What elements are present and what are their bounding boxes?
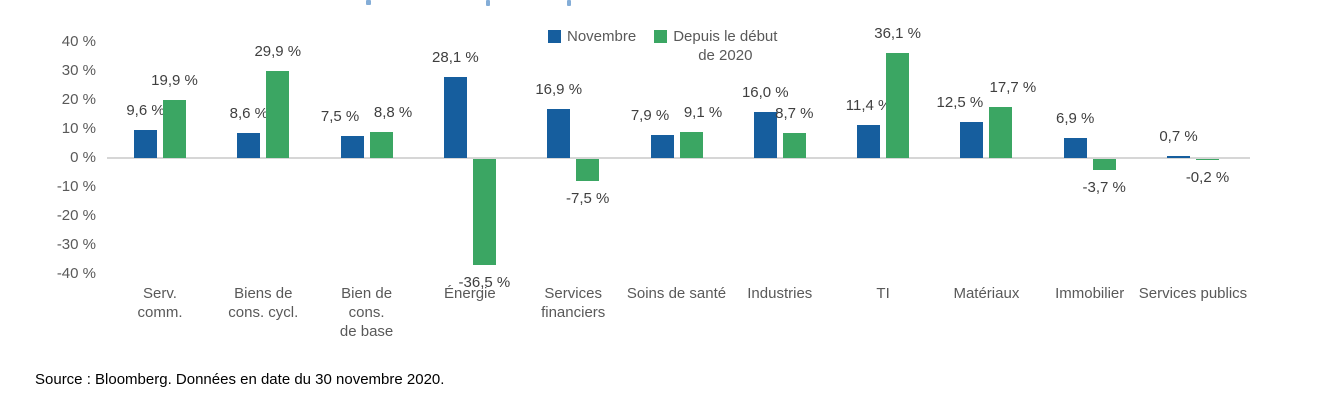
category-label-line: Bien de <box>341 285 393 302</box>
category-label-line: Industries <box>747 285 813 302</box>
category-label: Bien de cons. de base <box>305 284 429 341</box>
bar <box>576 159 600 181</box>
legend-label-line: de 2020 <box>698 47 753 64</box>
bar <box>237 133 261 158</box>
category-label: Énergie <box>408 284 532 303</box>
bar <box>134 130 157 158</box>
bar-value-label: 19,9 % <box>151 72 198 89</box>
bar <box>266 71 290 158</box>
bar <box>989 107 1013 158</box>
category-label: Services publics <box>1131 284 1255 303</box>
clipped-title-fragment <box>366 0 371 5</box>
bar <box>443 77 467 158</box>
bar <box>753 112 777 158</box>
bar-value-label: -3,7 % <box>1082 179 1126 196</box>
category-label-line: Énergie <box>444 285 496 302</box>
bar-value-label: 29,9 % <box>254 43 302 60</box>
y-tick-label: 30 % <box>61 62 96 79</box>
bar-value-label: 7,5 % <box>320 108 360 125</box>
bar-value-label: -0,2 % <box>1185 169 1230 186</box>
category-label-line: Matériaux <box>953 285 1020 302</box>
category-label-line: Immobilier <box>1055 285 1125 302</box>
bar-value-label: -7,5 % <box>566 190 610 207</box>
category-label-line: Services <box>544 285 602 302</box>
bar <box>857 125 881 158</box>
category-label-line: financiers <box>541 304 606 321</box>
category-label: Services financiers <box>511 284 635 322</box>
bar <box>340 136 364 158</box>
bar <box>1196 159 1219 160</box>
category-label: Serv. comm. <box>98 284 222 322</box>
category-label-line: comm. <box>137 304 183 321</box>
category-label-line: cons. cycl. <box>228 304 299 321</box>
bar-value-label: 8,7 % <box>775 105 814 122</box>
bar-value-label: 28,1 % <box>432 49 479 66</box>
category-label-line: Biens de <box>234 285 293 302</box>
chart-legend: Novembre Depuis le début de 2020 <box>548 27 777 65</box>
category-label-line: Services publics <box>1138 285 1248 302</box>
bar <box>782 133 806 158</box>
y-tick-label: 10 % <box>61 120 96 137</box>
bar-value-label: -36,5 % <box>458 274 511 291</box>
bar-value-label: 0,7 % <box>1159 128 1198 145</box>
y-tick-label: 20 % <box>61 91 96 108</box>
clipped-title-fragment <box>567 0 571 6</box>
category-label: Biens de cons. cycl. <box>201 284 325 322</box>
y-tick-label: 40 % <box>61 33 96 50</box>
bar <box>1092 159 1116 170</box>
zero-axis-line <box>107 157 1250 159</box>
bar-value-label: 8,6 % <box>229 105 268 122</box>
legend-label-line: Novembre <box>567 28 637 45</box>
bar-value-label: 7,9 % <box>630 107 670 124</box>
clipped-title-fragment <box>486 0 490 6</box>
bar-value-label: 11,4 % <box>845 97 892 114</box>
legend-item: Depuis le début de 2020 <box>654 27 777 65</box>
y-tick-label: -20 % <box>56 207 96 224</box>
y-tick-label: -10 % <box>56 178 96 195</box>
category-label-line: Serv. <box>143 285 177 302</box>
bar-value-label: 9,1 % <box>683 104 723 121</box>
legend-swatch-icon <box>548 30 561 43</box>
bar <box>547 109 571 158</box>
bar <box>960 122 984 158</box>
y-tick-label: -30 % <box>56 236 96 253</box>
bar-value-label: 16,9 % <box>535 81 583 98</box>
bar-value-label: 12,5 % <box>936 94 984 111</box>
legend-item: Novembre <box>548 27 636 46</box>
bar <box>163 100 186 158</box>
bar <box>369 132 393 158</box>
bar-value-label: 16,0 % <box>741 84 789 101</box>
bar <box>679 132 703 158</box>
source-note: Source : Bloomberg. Données en date du 3… <box>35 371 445 388</box>
bar <box>886 53 910 158</box>
bar <box>472 159 496 265</box>
category-label: Industries <box>718 284 842 303</box>
legend-swatch-icon <box>654 30 668 43</box>
y-tick-label: -40 % <box>56 265 96 282</box>
legend-label-line: Depuis le début <box>673 28 778 45</box>
category-label: Immobilier <box>1028 284 1152 303</box>
category-label-line: TI <box>876 285 890 302</box>
category-label-line: cons. <box>348 304 385 321</box>
legend-label: Novembre <box>567 27 636 46</box>
bar-value-label: 17,7 % <box>989 79 1037 96</box>
bar <box>1167 156 1190 158</box>
bar-value-label: 6,9 % <box>1056 110 1095 127</box>
category-label: Matériaux <box>924 284 1048 303</box>
category-label: Soins de santé <box>615 284 739 303</box>
bar <box>650 135 674 158</box>
legend-label: Depuis le début de 2020 <box>673 27 777 65</box>
bar <box>1063 138 1087 158</box>
bar-value-label: 8,8 % <box>373 104 413 121</box>
bar-value-label: 9,6 % <box>126 102 165 119</box>
category-label: TI <box>821 284 945 303</box>
y-tick-label: 0 % <box>70 149 96 166</box>
category-label-line: Soins de santé <box>626 285 727 302</box>
category-label-line: de base <box>339 323 394 340</box>
bar-value-label: 36,1 % <box>874 25 921 42</box>
